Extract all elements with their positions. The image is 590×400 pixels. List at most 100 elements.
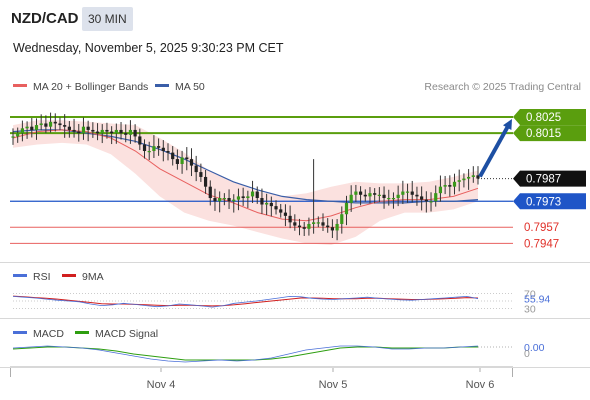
rsi-level-30: 30 xyxy=(524,304,536,316)
candle-body xyxy=(128,129,133,135)
candle-body xyxy=(326,225,330,228)
ma50-line xyxy=(12,129,479,204)
candle-body xyxy=(438,186,443,194)
candle xyxy=(265,193,269,216)
candle-body xyxy=(48,121,53,127)
last-price-label: 0.7987 xyxy=(526,174,561,186)
forecast-arrowhead xyxy=(503,118,512,130)
candle-body xyxy=(288,215,292,223)
candle-body xyxy=(81,126,86,134)
candle xyxy=(199,163,203,182)
candle xyxy=(293,214,297,231)
candle-body xyxy=(161,147,165,152)
candle-body xyxy=(53,121,57,124)
candle-body xyxy=(232,199,236,202)
candle xyxy=(63,114,67,138)
rsi-legend-swatch xyxy=(13,274,27,277)
candle-body xyxy=(91,129,95,132)
bollinger-band xyxy=(13,120,478,245)
candle-body xyxy=(279,209,283,213)
rsi-ma-line xyxy=(12,295,479,307)
candle-body xyxy=(16,133,20,137)
candle-body xyxy=(86,126,90,130)
candle-body xyxy=(405,191,410,193)
candle-body xyxy=(250,191,255,197)
candle-body xyxy=(335,223,339,231)
candle xyxy=(279,203,283,218)
candle-body xyxy=(434,193,438,202)
candle xyxy=(16,127,20,143)
candle xyxy=(377,187,381,203)
candle-body xyxy=(269,202,273,207)
candle xyxy=(241,187,245,206)
candle xyxy=(438,175,443,202)
candle xyxy=(401,180,405,205)
candle-body xyxy=(340,214,344,224)
resistance-tag xyxy=(513,125,586,142)
candle xyxy=(213,188,217,211)
candle xyxy=(124,124,128,143)
candle xyxy=(274,200,278,215)
candle xyxy=(410,180,414,203)
candle xyxy=(77,123,81,142)
candle xyxy=(81,117,86,140)
candle-body xyxy=(142,144,147,152)
credit-text: Research © 2025 Trading Central xyxy=(424,81,581,93)
resistance-tag-label: 0.8015 xyxy=(526,128,561,140)
candle xyxy=(448,175,452,197)
candle-body xyxy=(105,129,109,132)
x-tick-label: Nov 6 xyxy=(466,379,495,391)
candle-body xyxy=(157,146,161,148)
candle-body xyxy=(410,191,414,195)
candle xyxy=(330,219,334,238)
candle-body xyxy=(387,198,391,200)
candle xyxy=(185,147,189,171)
candle-body xyxy=(241,196,245,199)
candle xyxy=(152,135,156,158)
candle xyxy=(288,205,292,229)
candle-body xyxy=(443,185,447,187)
candle xyxy=(208,180,212,206)
candle-body xyxy=(30,126,34,130)
candle-body xyxy=(293,222,297,226)
panel-divider xyxy=(0,367,590,368)
candle-body xyxy=(358,191,363,195)
candle xyxy=(48,112,53,133)
candle xyxy=(175,149,179,170)
candle-body xyxy=(77,131,81,134)
macd-value: 0.00 xyxy=(524,342,545,354)
panel-divider xyxy=(0,262,590,263)
candle-body xyxy=(110,131,114,134)
candle-body xyxy=(147,151,151,153)
candle xyxy=(91,122,95,138)
candle-body xyxy=(194,165,198,173)
ma50-legend-swatch xyxy=(155,84,169,87)
candle xyxy=(20,120,24,142)
candle-body xyxy=(373,193,377,195)
candle xyxy=(358,186,363,206)
candle-body xyxy=(424,199,428,202)
candle xyxy=(25,121,29,139)
candle xyxy=(344,195,349,226)
x-tick-label: Nov 4 xyxy=(147,379,176,391)
candle-body xyxy=(349,194,353,203)
candle-body xyxy=(213,198,217,202)
candle-body xyxy=(166,151,170,153)
candle-body xyxy=(415,194,419,197)
candle xyxy=(72,118,76,138)
candle-body xyxy=(114,129,118,134)
candle-body xyxy=(124,133,128,135)
candle xyxy=(363,189,367,202)
candle-body xyxy=(185,157,189,160)
interval-button[interactable]: 30 MIN xyxy=(82,7,133,31)
chart-header: NZD/CAD 30 MIN xyxy=(0,0,590,36)
candle xyxy=(424,191,428,213)
candle xyxy=(354,184,358,202)
candle-body xyxy=(471,175,475,177)
candle-body xyxy=(95,131,100,134)
candle xyxy=(391,192,396,209)
candle xyxy=(119,122,123,140)
candle xyxy=(189,148,194,177)
candle-body xyxy=(302,227,306,229)
candle-body xyxy=(429,201,433,203)
